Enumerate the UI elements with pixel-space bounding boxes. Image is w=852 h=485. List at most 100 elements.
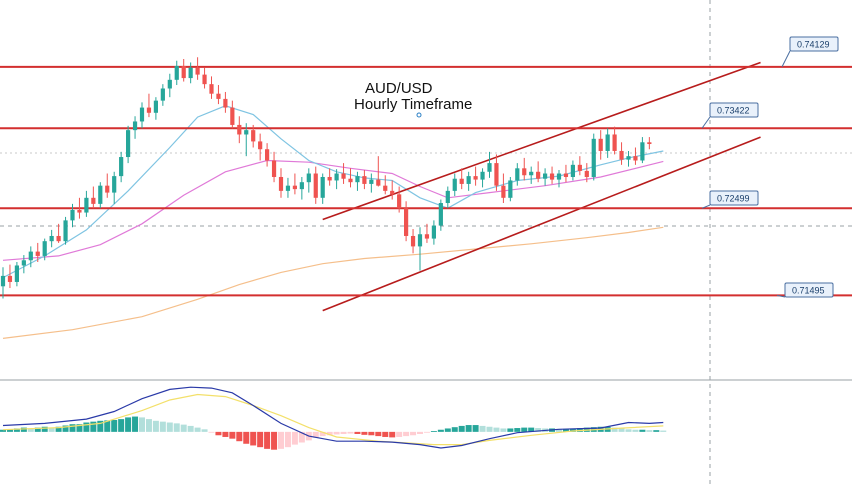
candle — [265, 143, 270, 167]
candle — [153, 97, 158, 120]
macd-histogram-bar — [20, 427, 27, 432]
candle-body — [313, 173, 318, 198]
macd-histogram-bar — [430, 431, 437, 432]
candle — [598, 130, 603, 160]
macd-histogram-bar — [215, 431, 222, 436]
candle — [640, 137, 645, 164]
candle-body — [126, 130, 131, 158]
candle-body — [480, 171, 485, 180]
candle-body — [216, 93, 221, 99]
candle — [501, 173, 506, 204]
candle — [160, 84, 165, 106]
macd-histogram-bar — [472, 425, 479, 432]
macd-line — [2, 386, 664, 449]
macd-histogram-bar — [55, 426, 62, 432]
candle-body — [91, 197, 96, 204]
macd-histogram-bar — [97, 420, 104, 432]
macd-histogram-bar — [326, 431, 333, 436]
macd-histogram-bar — [27, 428, 34, 432]
candle — [174, 60, 179, 86]
candle — [341, 163, 346, 184]
candle — [536, 161, 541, 183]
candle — [376, 156, 381, 187]
candle-body — [390, 190, 395, 195]
candle — [105, 173, 110, 198]
candle-body — [28, 251, 33, 261]
candle-body — [563, 173, 569, 177]
macd-histogram-bar — [152, 420, 159, 432]
macd-histogram-bar — [159, 421, 166, 432]
candle-body — [424, 234, 430, 239]
candle — [167, 73, 172, 98]
candle-body — [501, 185, 506, 198]
macd-histogram-bar — [76, 424, 83, 432]
candle — [417, 227, 423, 271]
macd-histogram-bar — [41, 426, 48, 432]
candle-body — [612, 134, 617, 151]
candle — [543, 168, 548, 186]
macd-histogram-bar — [257, 431, 264, 448]
macd-histogram-bar — [639, 429, 646, 432]
macd-histogram-bar — [653, 430, 660, 432]
macd-histogram-bar — [528, 427, 535, 432]
candle-body — [0, 275, 6, 287]
candle — [306, 168, 311, 193]
macd-histogram-bar — [410, 431, 417, 436]
candle-body — [508, 180, 513, 198]
candle — [237, 116, 242, 144]
candle — [0, 267, 6, 299]
level-label-text-0.71495: 0.71495 — [792, 286, 825, 296]
candle — [271, 151, 277, 183]
macd-histogram-bar — [208, 431, 215, 433]
candle — [397, 186, 402, 213]
candle-body — [417, 234, 423, 247]
macd-histogram-bar — [243, 431, 250, 444]
macd-histogram-bar — [458, 425, 465, 432]
candle-body — [355, 176, 360, 183]
candle-body — [626, 156, 631, 160]
macd-histogram-bar — [375, 431, 382, 437]
candle-body — [591, 138, 596, 177]
macd-histogram-bar — [180, 424, 187, 432]
macd-histogram-bar — [48, 427, 55, 432]
macd-histogram-bar — [173, 423, 180, 432]
candle — [383, 175, 388, 195]
macd-histogram-bar — [62, 425, 69, 432]
candle-body — [244, 130, 249, 135]
channel-upper-line — [322, 61, 761, 221]
candle-body — [49, 235, 54, 242]
macd-histogram-bar — [118, 419, 125, 432]
candle — [515, 163, 520, 186]
candle-body — [292, 185, 297, 190]
candle — [146, 93, 152, 118]
candle — [612, 126, 617, 155]
candle-body — [77, 209, 82, 213]
candle — [556, 170, 562, 188]
candle-body — [397, 194, 402, 209]
macd-histogram-bar — [479, 425, 486, 432]
candle-body — [348, 178, 353, 183]
candle — [119, 151, 124, 183]
candle-body — [167, 79, 172, 89]
candle-body — [299, 182, 304, 190]
macd-histogram-bar — [368, 431, 375, 436]
candle-body — [327, 176, 332, 181]
macd-histogram-bar — [382, 431, 389, 437]
title-layer: AUD/USD Hourly Timeframe — [354, 80, 472, 118]
candle-body — [306, 173, 311, 183]
candle-body — [598, 138, 603, 151]
macd-histogram-bar — [632, 429, 639, 432]
candle — [577, 156, 582, 176]
candle — [98, 182, 103, 209]
candle — [424, 223, 430, 243]
macd-histogram-bar — [451, 427, 458, 432]
macd-histogram-bar — [396, 431, 403, 437]
macd-histogram-bar — [556, 428, 562, 432]
candle-body — [383, 185, 388, 191]
macd-histogram-bar — [229, 431, 236, 439]
macd-histogram-bar — [417, 431, 423, 434]
candle — [522, 157, 527, 181]
candle — [348, 168, 353, 188]
macd-histogram-bar — [69, 424, 76, 432]
candle — [112, 171, 117, 204]
